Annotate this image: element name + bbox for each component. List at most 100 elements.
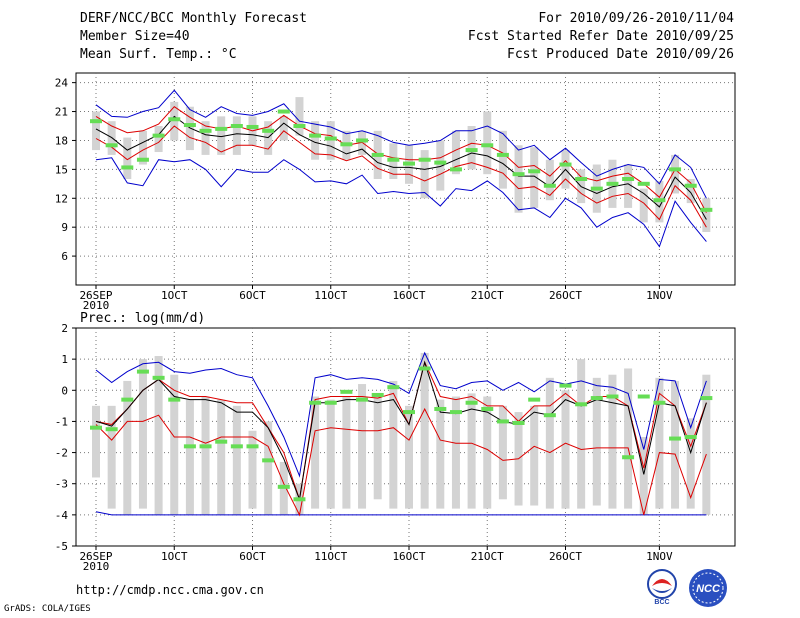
prec-median-marker: [622, 455, 635, 460]
prec-box: [217, 399, 226, 515]
prec-median-marker: [700, 396, 713, 401]
temp-box: [514, 145, 523, 213]
temp-box: [123, 137, 132, 179]
prec-y-tick-label: -5: [55, 540, 68, 553]
temp-y-tick-label: 21: [55, 106, 68, 119]
prec-median-marker: [637, 394, 650, 399]
temp-median-marker: [512, 172, 525, 177]
temp-median-marker: [403, 161, 415, 166]
prec-box: [342, 396, 351, 509]
prec-x-tick-label: 1NOV: [646, 550, 673, 563]
temp-lower-line: [95, 125, 707, 228]
temp-box: [624, 164, 633, 208]
footer-grads-credit: GrADS: COLA/IGES: [4, 604, 91, 614]
temp-box: [545, 159, 554, 201]
prec-median-marker: [449, 410, 462, 415]
temp-median-marker: [434, 160, 447, 165]
temp-median-marker: [559, 162, 572, 167]
temp-box: [217, 116, 226, 155]
temp-median-marker: [309, 133, 322, 138]
prec-median-marker: [496, 419, 509, 424]
temp-median-marker: [684, 183, 697, 188]
prec-box: [170, 374, 179, 515]
prec-y-tick-label: -1: [55, 415, 68, 428]
prec-median-marker: [277, 484, 290, 489]
prec-x-tick-label: 11OCT: [314, 550, 347, 563]
temp-median-marker: [199, 128, 212, 133]
prec-box: [639, 437, 648, 515]
temp-median-marker: [481, 143, 494, 148]
prec-plot-frame: [75, 327, 736, 547]
temp-box: [92, 111, 100, 151]
temp-upper-line: [95, 106, 707, 213]
prec-lower-line: [95, 407, 707, 517]
prec-median-marker: [418, 366, 431, 371]
temp-median-marker: [528, 169, 541, 174]
header-title: DERF/NCC/BCC Monthly Forecast: [80, 11, 307, 26]
prec-min-line: [95, 511, 707, 516]
prec-box: [92, 405, 100, 478]
prec-median-marker: [434, 406, 447, 411]
temp-median-marker: [387, 157, 400, 162]
temp-median-marker: [449, 167, 462, 172]
temp-x-tick-year: 2010: [83, 299, 110, 312]
footer-url[interactable]: http://cmdp.ncc.cma.gov.cn: [76, 583, 264, 597]
prec-upper-line: [95, 360, 707, 500]
prec-max-line: [95, 351, 707, 478]
prec-median-marker: [543, 413, 556, 418]
prec-median-marker: [293, 497, 306, 502]
temp-x-tick-label: 21OCT: [471, 289, 504, 302]
temp-median-marker: [90, 119, 102, 124]
temp-y-tick-label: 24: [55, 77, 69, 90]
prec-median-marker: [669, 436, 682, 441]
temp-median-marker: [215, 126, 228, 131]
temp-median-marker: [121, 165, 134, 170]
prec-median-marker: [324, 400, 337, 405]
temp-median-marker: [230, 124, 243, 128]
bcc-logo: BCC: [647, 569, 677, 606]
prec-median-marker: [684, 435, 697, 439]
prec-box: [107, 405, 116, 509]
prec-median-marker: [309, 400, 322, 405]
header-produced-date: Fcst Produced Date 2010/09/26: [507, 47, 734, 62]
temp-mean-line: [95, 115, 707, 220]
prec-box: [248, 430, 257, 509]
temp-median-marker: [105, 143, 118, 148]
prec-median-marker: [606, 394, 619, 399]
prec-x-tick-label: 1OCT: [161, 550, 188, 563]
prec-box: [420, 352, 429, 509]
prec-box: [311, 396, 320, 509]
temp-median-marker: [700, 207, 713, 212]
temp-box: [451, 130, 460, 175]
prec-box: [530, 405, 539, 506]
prec-median-marker: [152, 375, 165, 380]
temp-box: [232, 116, 241, 155]
prec-median-marker: [559, 383, 572, 388]
prec-box: [358, 384, 367, 509]
prec-median-marker: [512, 420, 525, 425]
prec-box: [201, 396, 210, 515]
prec-box: [608, 374, 617, 509]
prec-box: [592, 377, 601, 506]
prec-box: [123, 380, 132, 515]
temp-box: [138, 130, 147, 165]
prec-median-marker: [136, 369, 149, 374]
temp-box: [702, 198, 711, 232]
prec-box: [624, 368, 633, 509]
prec-box: [561, 390, 570, 509]
prec-median-marker: [590, 396, 603, 401]
temp-x-tick-label: 16OCT: [392, 289, 425, 302]
prec-y-tick-label: 1: [61, 353, 68, 366]
temp-box: [436, 140, 445, 191]
prec-median-marker: [246, 444, 259, 449]
prec-box: [671, 380, 680, 509]
temp-median-marker: [293, 124, 306, 128]
temp-box: [686, 179, 695, 204]
prec-median-marker: [262, 458, 275, 463]
header-member-size: Member Size=40: [80, 29, 190, 44]
prec-box: [264, 421, 273, 515]
prec-y-tick-label: -4: [55, 509, 69, 522]
temp-y-tick-label: 9: [61, 221, 68, 234]
temp-median-marker: [340, 142, 353, 147]
prec-box: [483, 396, 492, 509]
